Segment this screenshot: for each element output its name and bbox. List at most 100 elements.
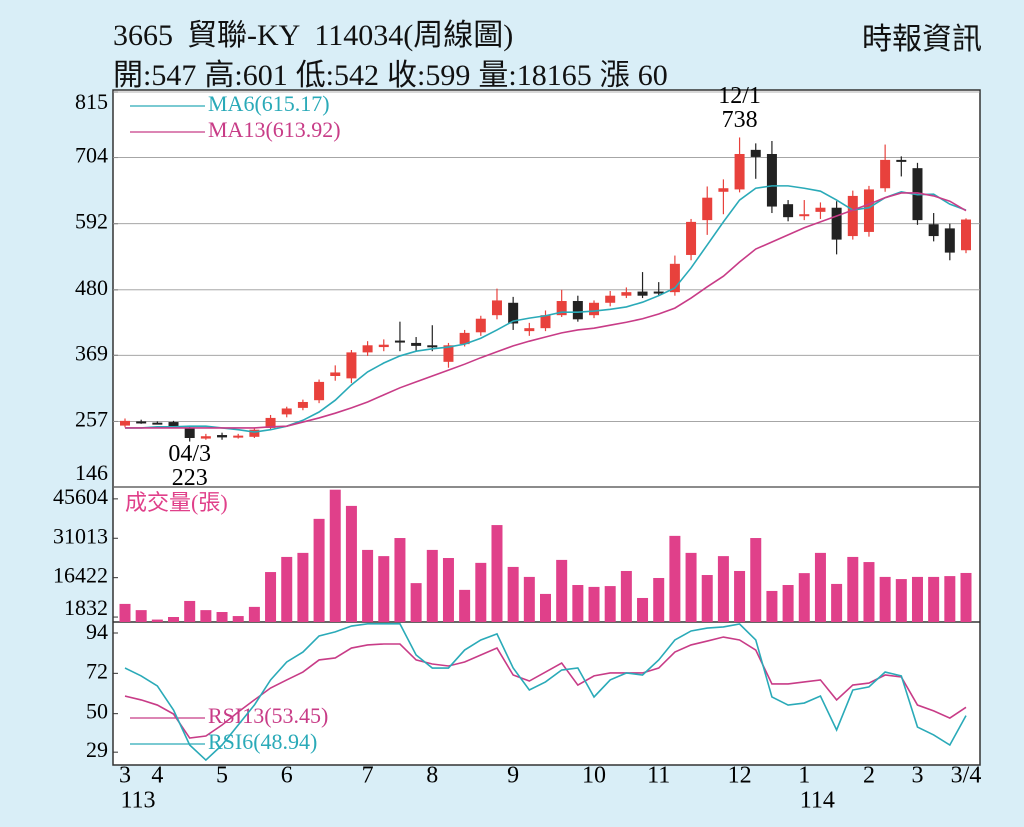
series-line (124, 636, 967, 739)
candle-body (378, 344, 389, 348)
volume-bar (281, 556, 293, 622)
volume-bar (378, 556, 390, 622)
stat-label: 低: (295, 59, 335, 92)
legend-label: RSI13(53.45) (208, 703, 328, 728)
volume-bar (669, 535, 681, 622)
stat-value: 599 (425, 59, 471, 92)
volume-bar (734, 570, 746, 622)
candle-body (394, 340, 405, 343)
volume-bar (701, 575, 713, 622)
candle-body (475, 318, 486, 333)
x-tick-label: 3 (911, 763, 923, 789)
volume-bar (523, 576, 535, 622)
volume-bar (879, 576, 891, 622)
volume-bar (637, 597, 649, 622)
y-tick-label: 815 (75, 89, 108, 114)
stat-label: 收: (387, 59, 426, 92)
stat-label: 量: (478, 59, 517, 92)
annotation-value: 738 (722, 107, 758, 133)
candle-body (637, 291, 648, 296)
y-tick-label: 592 (75, 209, 108, 234)
candle-body (427, 345, 438, 348)
candle-body (120, 420, 130, 426)
x-tick-label: 12 (728, 763, 752, 789)
y-tick-label: 72 (86, 658, 108, 683)
volume-bar (717, 556, 729, 622)
volume-bar (911, 576, 923, 622)
y-tick-label: 704 (75, 143, 108, 168)
y-tick-label: 94 (86, 619, 108, 644)
candle-body (734, 153, 745, 190)
y-tick-label: 257 (75, 407, 108, 432)
candle-body (815, 207, 826, 212)
volume-bar (540, 593, 551, 622)
candle-body (524, 328, 535, 332)
candle-body (281, 408, 292, 415)
candle-body (863, 189, 874, 232)
volume-bar (814, 552, 826, 622)
title-line: 3665 貿聯-KY 114034(周線圖) (113, 10, 527, 54)
candle-body (961, 219, 971, 251)
x-tick-label: 4 (151, 763, 163, 789)
stock-name: 貿聯-KY (187, 19, 301, 52)
x-tick-label: 9 (507, 763, 519, 789)
candle-body (491, 300, 502, 316)
volume-bar (847, 556, 859, 622)
candle-body (556, 301, 567, 316)
candle-body (200, 436, 211, 439)
x-tick-label: 2 (863, 763, 875, 789)
series-line (125, 192, 967, 429)
volume-bar (410, 583, 422, 622)
volume-bar (184, 600, 196, 622)
stat-label: 漲 (599, 59, 630, 92)
volume-bar (345, 505, 357, 622)
volume-bar (620, 570, 632, 622)
stock-code: 3665 (113, 19, 173, 52)
x-tick-label: 11 (647, 763, 670, 789)
x-tick-label: 6 (281, 763, 293, 789)
y-tick-label: 45604 (53, 484, 108, 509)
x-tick-label: 1 (798, 763, 810, 789)
candle-body (136, 421, 147, 424)
candle-body (880, 159, 891, 189)
candle-body (669, 263, 680, 293)
volume-bar (491, 525, 503, 622)
series-line (124, 623, 967, 762)
annotation-date: 04/3 (168, 441, 211, 467)
volume-bar (119, 603, 131, 622)
candle-body (783, 204, 794, 218)
y-tick-label: 480 (75, 275, 108, 300)
candle-body (766, 153, 777, 207)
volume-bar (362, 549, 374, 622)
volume-bar (831, 583, 843, 622)
stat-label: 開: (113, 59, 152, 92)
source: 時報資訊 (862, 23, 982, 56)
stat-value: 542 (334, 59, 380, 92)
candle-body (653, 291, 664, 294)
volume-bar (151, 619, 163, 622)
candle-body (330, 372, 341, 376)
volume-bar (248, 606, 260, 622)
candle-body (265, 417, 276, 428)
candle-body (168, 422, 179, 427)
candle-body (540, 315, 551, 329)
volume-bar (394, 538, 406, 622)
stat-value: 60 (637, 59, 668, 92)
y-tick-label: 1832 (64, 595, 108, 620)
stat-value: 601 (242, 59, 288, 92)
candle-body (831, 207, 842, 240)
x-year-label: 114 (800, 788, 835, 814)
annotation-date: 12/1 (718, 83, 761, 109)
x-tick-label: 8 (426, 763, 438, 789)
candle-body (750, 149, 761, 157)
volume-bar (766, 590, 778, 622)
y-tick-label: 50 (86, 699, 108, 724)
volume-bar (588, 586, 600, 622)
candle-body (928, 224, 939, 237)
volume-bar (329, 489, 341, 622)
stat-value: 547 (151, 59, 197, 92)
annotation-value: 223 (172, 465, 208, 491)
candle-body (944, 228, 955, 253)
